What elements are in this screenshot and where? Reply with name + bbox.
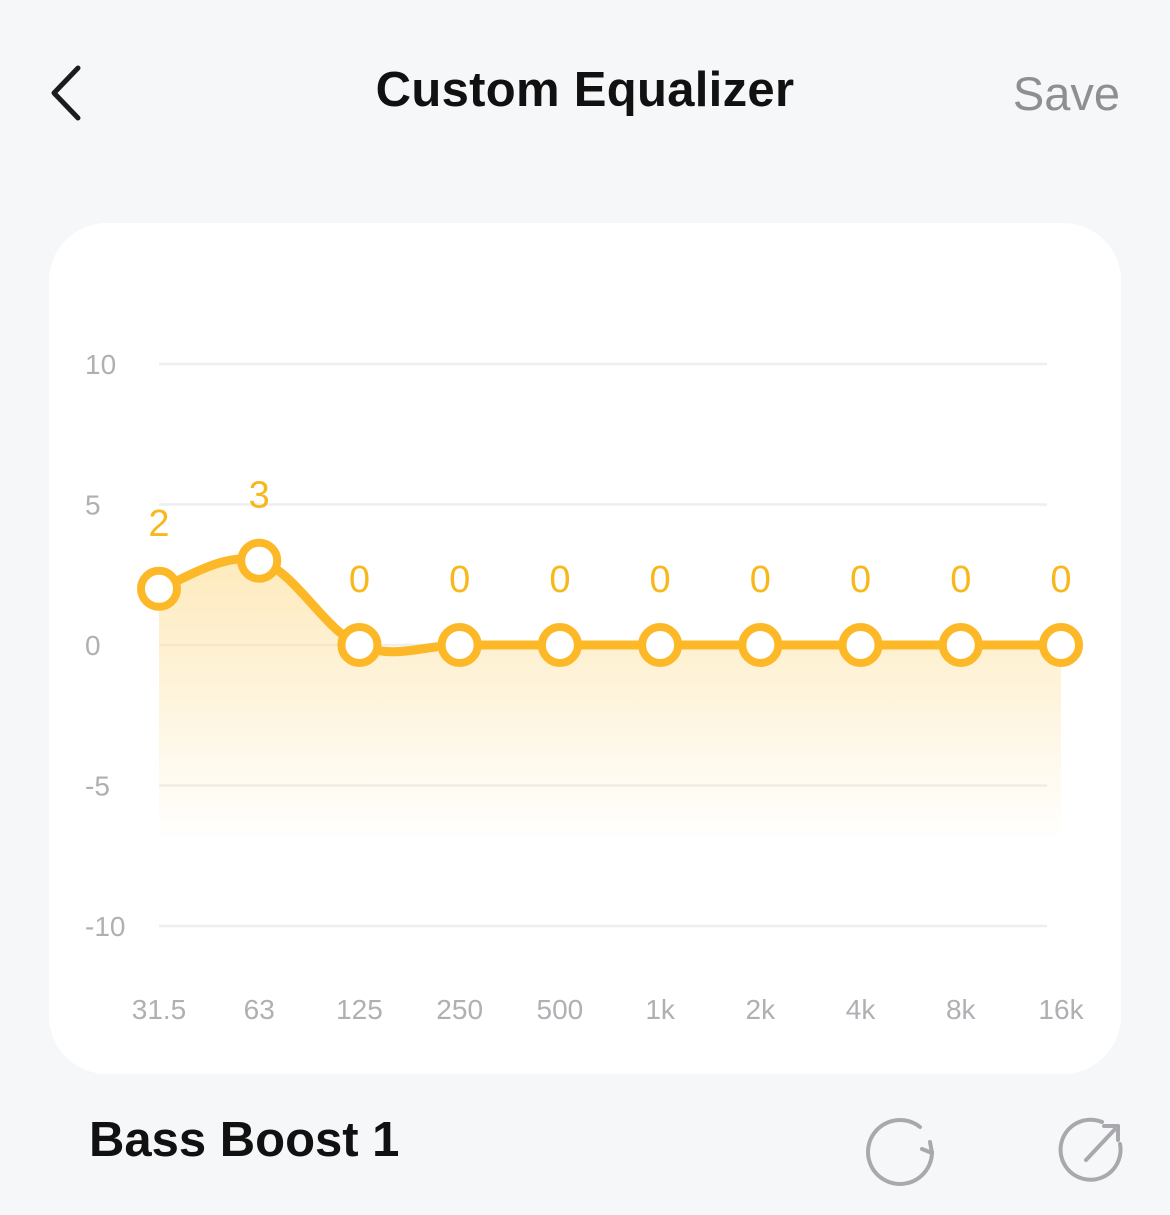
y-tick-label: 0 [85, 630, 101, 661]
eq-band-handle-31.5[interactable] [137, 566, 181, 611]
eq-band-value-label: 0 [850, 559, 871, 601]
y-tick-label: 5 [85, 490, 101, 521]
refresh-icon [866, 1118, 934, 1186]
x-tick-label: 2k [746, 994, 777, 1025]
x-tick-label: 31.5 [132, 994, 187, 1025]
back-button[interactable] [40, 58, 100, 128]
x-tick-label: 8k [946, 994, 977, 1025]
save-button[interactable]: Save [1012, 67, 1120, 120]
eq-band-handle-4k[interactable] [838, 623, 883, 667]
eq-band-handle-8k[interactable] [938, 623, 983, 667]
header: Custom Equalizer Save [0, 0, 1170, 185]
share-button[interactable] [1056, 1114, 1128, 1186]
eq-band-value-label: 0 [549, 559, 570, 601]
x-tick-label: 125 [336, 994, 383, 1025]
eq-band-value-label: 0 [1050, 559, 1071, 601]
x-tick-label: 1k [645, 994, 676, 1025]
equalizer-chart-card: 10 5 0 -5 -10 2 3 0 0 0 0 0 0 0 0 31.5 63 125 250 500 1k 2k… [49, 223, 1121, 1074]
share-icon [1058, 1117, 1123, 1182]
eq-band-value-label: 0 [349, 559, 370, 601]
y-tick-label: 10 [85, 349, 116, 380]
eq-band-handle-500[interactable] [537, 623, 582, 667]
eq-band-handle-63[interactable] [237, 538, 282, 583]
eq-curve-line [154, 554, 1066, 657]
preset-name: Bass Boost 1 [89, 1113, 400, 1167]
eq-band-handle-1k[interactable] [638, 623, 683, 667]
x-tick-label: 16k [1038, 994, 1084, 1025]
x-tick-label: 250 [436, 994, 483, 1025]
x-tick-label: 63 [244, 994, 275, 1025]
chevron-left-icon [51, 65, 81, 121]
y-tick-label: -5 [85, 771, 110, 802]
x-tick-label: 4k [846, 994, 877, 1025]
y-tick-label: -10 [85, 911, 125, 942]
eq-band-value-label: 0 [950, 559, 971, 601]
eq-band-value-label: 0 [650, 559, 671, 601]
eq-band-handle-16k[interactable] [1039, 623, 1083, 667]
eq-band-value-label: 0 [449, 559, 470, 601]
eq-band-handle-2k[interactable] [738, 623, 783, 667]
eq-band-handle-125[interactable] [337, 623, 382, 667]
equalizer-chart: 10 5 0 -5 -10 2 3 0 0 0 0 0 0 0 0 31.5 63 125 250 500 1k 2k… [85, 349, 1085, 1025]
eq-band-value-label: 2 [148, 503, 169, 545]
eq-band-value-label: 3 [249, 475, 270, 517]
eq-band-value-label: 0 [750, 559, 771, 601]
page-title: Custom Equalizer [375, 63, 795, 117]
reset-button[interactable] [864, 1114, 936, 1186]
eq-band-handle-250[interactable] [437, 623, 482, 667]
eq-area-fill [159, 558, 1061, 842]
x-tick-label: 500 [537, 994, 584, 1025]
